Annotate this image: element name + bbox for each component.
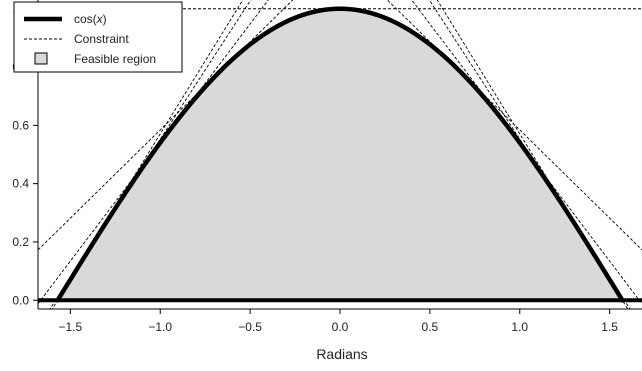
x-tick-label: 1.0	[511, 320, 528, 334]
x-tick-label: −1.0	[148, 320, 172, 334]
legend: cos(x) Constraint Feasible region	[13, 1, 183, 73]
feasible-region	[57, 8, 623, 301]
x-tick-label: 0.5	[422, 320, 439, 334]
x-tick-label: 1.5	[601, 320, 618, 334]
legend-label: cos(x)	[74, 12, 107, 26]
y-tick-label: 0.6	[12, 118, 29, 132]
legend-label-italic: x	[96, 12, 104, 26]
y-tick-label: 0.4	[12, 177, 29, 191]
constraint-line-5	[386, 0, 642, 251]
legend-swatch-region	[34, 52, 48, 65]
x-tick-label: −1.5	[59, 320, 83, 334]
constraint-line-3	[38, 0, 294, 251]
x-tick-label: −0.5	[238, 320, 262, 334]
cos-curve	[55, 6, 625, 303]
legend-label: Feasible region	[74, 52, 156, 66]
legend-label: Constraint	[74, 32, 129, 46]
y-tick-label: 0.0	[12, 293, 29, 307]
constraint-line-0	[51, 0, 244, 309]
x-axis-label: Radians	[316, 346, 367, 362]
x-tick-label: 0.0	[332, 320, 349, 334]
y-tick-label: 0.2	[12, 235, 29, 249]
